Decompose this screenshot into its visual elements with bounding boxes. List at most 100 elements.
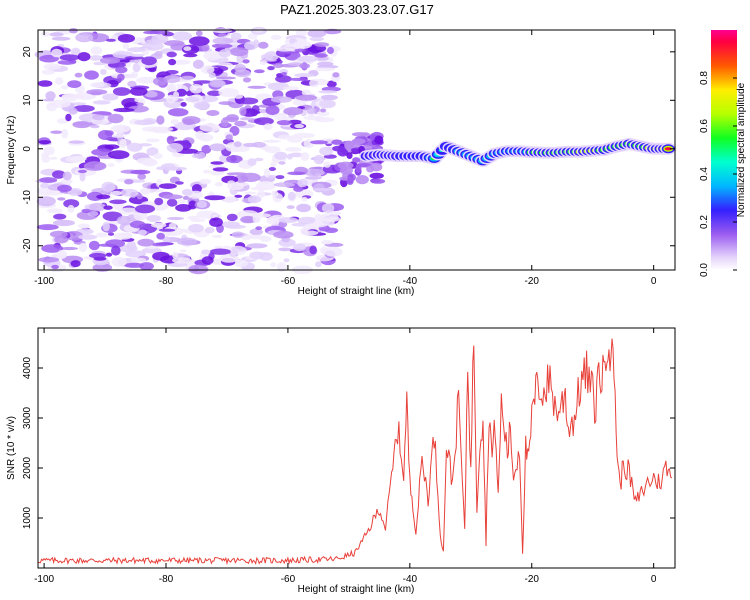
noise-blob xyxy=(227,180,236,185)
snr-data-point xyxy=(479,438,480,439)
noise-blob xyxy=(53,213,67,220)
y-tick-label: 20 xyxy=(22,46,33,58)
noise-blob xyxy=(159,183,177,190)
noise-blob xyxy=(314,56,329,61)
snr-data-point xyxy=(580,383,581,384)
noise-blob xyxy=(297,179,308,188)
noise-blob xyxy=(81,208,92,213)
noise-blob xyxy=(189,84,203,94)
noise-blob xyxy=(209,217,223,227)
noise-blob xyxy=(225,114,239,123)
x-tick-label: -20 xyxy=(525,574,540,585)
x-tick-label: -60 xyxy=(281,574,296,585)
noise-blob xyxy=(137,238,155,247)
x-tick-label: 0 xyxy=(651,276,657,287)
noise-blob xyxy=(139,187,151,195)
noise-blob xyxy=(68,107,78,115)
snr-data-point xyxy=(367,533,368,534)
noise-blob xyxy=(295,94,318,101)
noise-blob xyxy=(301,196,308,202)
noise-blob xyxy=(309,79,320,88)
noise-blob xyxy=(166,198,178,207)
noise-blob xyxy=(75,32,94,43)
noise-blob xyxy=(170,119,180,125)
noise-blob xyxy=(278,161,286,165)
snr-data-point xyxy=(617,453,618,454)
noise-blob xyxy=(62,171,72,181)
snr-data-point xyxy=(595,413,596,414)
noise-blob xyxy=(244,191,257,195)
noise-blob xyxy=(228,245,247,256)
noise-blob xyxy=(243,142,257,148)
snr-data-point xyxy=(406,403,407,404)
noise-blob xyxy=(294,48,306,53)
noise-blob xyxy=(273,230,294,239)
noise-blob xyxy=(109,199,127,205)
snr-data-point xyxy=(629,473,630,474)
noise-blob xyxy=(247,85,267,89)
noise-blob xyxy=(145,138,160,143)
noise-blob xyxy=(233,94,243,99)
noise-blob xyxy=(166,51,177,58)
transition-blob xyxy=(351,138,366,145)
noise-blob xyxy=(296,203,311,213)
snr-data-point xyxy=(641,493,642,494)
noise-blob xyxy=(270,162,277,168)
noise-blob xyxy=(270,96,293,103)
noise-blob xyxy=(294,124,305,129)
noise-blob xyxy=(309,36,325,42)
colorbar-tick-label: 0.0 xyxy=(699,263,710,277)
snr-data-point xyxy=(614,363,615,364)
noise-blob xyxy=(204,195,226,201)
snr-data-point xyxy=(525,448,526,449)
snr-data-point xyxy=(528,463,529,464)
noise-blob xyxy=(63,199,80,209)
noise-blob xyxy=(136,157,156,165)
y-tick-label: 10 xyxy=(22,94,33,106)
noise-blob xyxy=(214,182,224,187)
noise-blob xyxy=(78,234,98,240)
snr-data-point xyxy=(586,373,587,374)
noise-blob xyxy=(88,55,104,61)
noise-blob xyxy=(67,80,82,88)
noise-blob xyxy=(90,91,103,96)
colorbar-ticks: 0.0 0.2 0.4 0.6 0.8 xyxy=(699,71,737,277)
snr-data-point xyxy=(635,503,636,504)
noise-blob xyxy=(182,195,190,200)
colorbar-tick-label: 0.4 xyxy=(699,167,710,181)
noise-blob xyxy=(270,34,282,41)
noise-blob xyxy=(129,87,148,96)
noise-blob xyxy=(234,194,243,198)
noise-blob xyxy=(319,146,334,156)
noise-blob xyxy=(222,245,232,249)
noise-blob xyxy=(107,113,124,124)
noise-blob xyxy=(168,58,177,66)
spectrogram-signal-track xyxy=(359,137,677,167)
noise-blob xyxy=(201,43,210,52)
noise-blob xyxy=(200,65,215,74)
noise-blob xyxy=(209,248,231,255)
noise-blob xyxy=(166,85,175,92)
noise-blob xyxy=(84,70,99,80)
noise-blob xyxy=(240,172,261,182)
noise-blob xyxy=(166,143,184,153)
x-tick-label: -40 xyxy=(403,276,418,287)
snr-data-point xyxy=(166,560,167,561)
noise-blob xyxy=(278,247,292,252)
noise-blob xyxy=(83,161,106,171)
noise-blob xyxy=(211,28,232,34)
noise-blob xyxy=(133,210,148,221)
noise-blob xyxy=(127,47,147,53)
noise-blob xyxy=(295,29,307,37)
transition-blob xyxy=(337,161,354,170)
noise-blob xyxy=(217,33,227,37)
noise-blob xyxy=(225,134,233,141)
noise-blob xyxy=(46,208,63,214)
snr-data-point xyxy=(440,533,441,534)
noise-blob xyxy=(54,235,69,244)
noise-blob xyxy=(259,60,268,65)
transition-blob xyxy=(366,165,375,173)
noise-blob xyxy=(247,234,267,240)
noise-blob xyxy=(303,115,325,121)
noise-blob xyxy=(223,196,237,204)
